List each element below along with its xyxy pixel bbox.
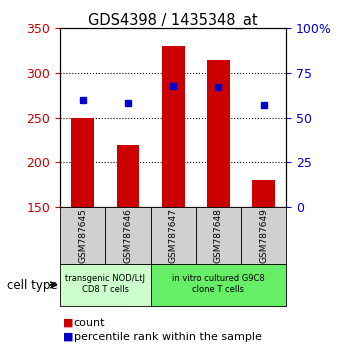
Text: in vitro cultured G9C8
clone T cells: in vitro cultured G9C8 clone T cells: [172, 274, 265, 294]
Text: GSM787647: GSM787647: [169, 208, 178, 263]
Text: GSM787648: GSM787648: [214, 208, 223, 263]
Text: percentile rank within the sample: percentile rank within the sample: [74, 332, 262, 342]
Text: ■: ■: [63, 318, 74, 328]
Text: transgenic NOD/LtJ
CD8 T cells: transgenic NOD/LtJ CD8 T cells: [65, 274, 145, 294]
Bar: [196, 207, 241, 264]
Text: count: count: [74, 318, 105, 328]
Bar: [60, 207, 105, 264]
Text: GSM787646: GSM787646: [123, 208, 132, 263]
Bar: [105, 207, 151, 264]
Bar: [151, 264, 286, 306]
Bar: [241, 207, 286, 264]
Bar: [60, 264, 151, 306]
Bar: [207, 59, 230, 207]
Text: GDS4398 / 1435348_at: GDS4398 / 1435348_at: [88, 12, 258, 29]
Text: GSM787645: GSM787645: [78, 208, 87, 263]
Bar: [71, 118, 94, 207]
Text: ■: ■: [63, 332, 74, 342]
Bar: [151, 207, 196, 264]
Bar: [252, 180, 275, 207]
Bar: [117, 144, 139, 207]
Text: cell type: cell type: [7, 279, 58, 292]
Text: GSM787649: GSM787649: [259, 208, 268, 263]
Bar: [162, 46, 185, 207]
